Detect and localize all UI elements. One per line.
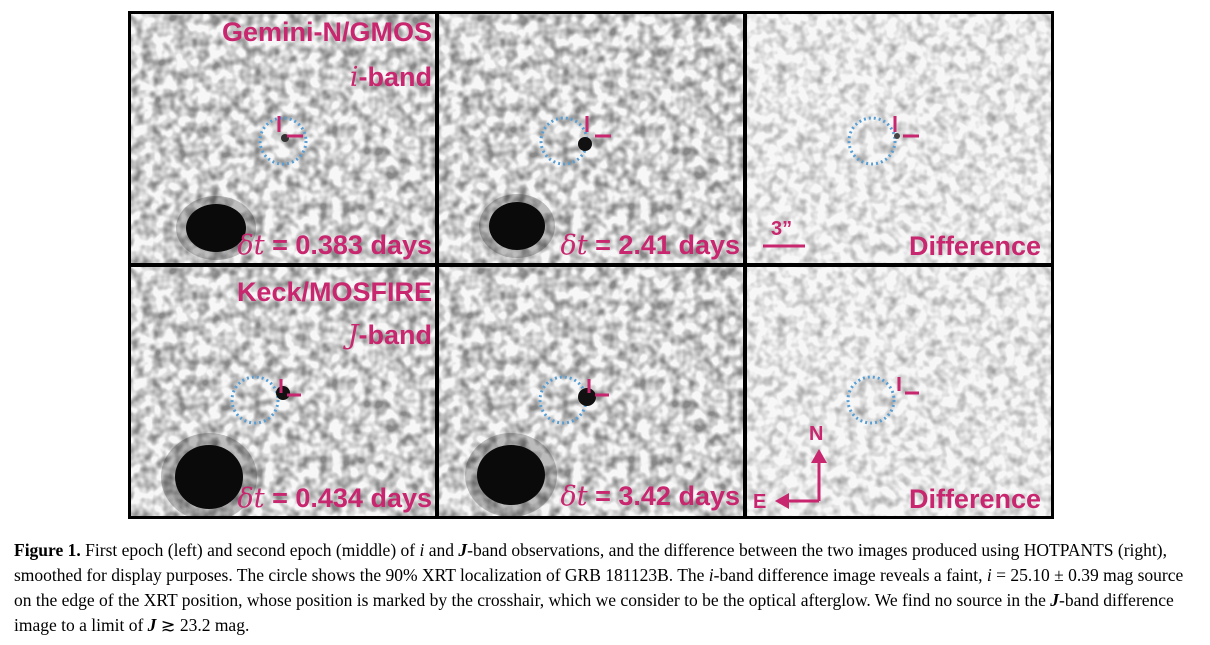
scale-bar-label: 3” xyxy=(771,218,793,240)
band-label: J-band xyxy=(347,320,432,351)
epoch-label: δt = 3.42 days xyxy=(560,481,740,512)
panel-gmos-epoch1: Gemini-N/GMOS i-band δt = 0.383 days xyxy=(131,14,435,263)
bright-galaxy xyxy=(477,445,545,505)
instrument-label: Keck/MOSFIRE xyxy=(236,277,432,307)
figure-caption: Figure 1. First epoch (left) and second … xyxy=(14,540,1184,635)
epoch-label: δt = 0.383 days xyxy=(237,230,433,261)
panel-mosfire-epoch2: δt = 3.42 days xyxy=(439,267,743,516)
figure-grid: Gemini-N/GMOS i-band δt = 0.383 days δt … xyxy=(128,11,1054,519)
xrt-circle xyxy=(847,116,897,166)
noise-image xyxy=(131,14,435,263)
panel-mosfire-difference: N E Difference xyxy=(747,267,1051,516)
xrt-circle xyxy=(846,375,896,425)
bright-galaxy xyxy=(186,204,246,252)
noise-image xyxy=(747,14,1051,263)
band-label: i-band xyxy=(349,62,432,93)
epoch-label: δt = 2.41 days xyxy=(560,230,740,261)
bright-galaxy xyxy=(489,202,545,250)
compass-north-label: N xyxy=(809,423,824,445)
panel-gmos-difference: 3” Difference xyxy=(747,14,1051,263)
noise-image xyxy=(439,267,743,516)
difference-label: Difference xyxy=(908,231,1041,261)
instrument-label: Gemini-N/GMOS xyxy=(221,17,432,47)
bright-galaxy xyxy=(175,445,243,509)
panel-gmos-epoch2: δt = 2.41 days xyxy=(439,14,743,263)
compass-east-label: E xyxy=(753,491,767,513)
panel-mosfire-epoch1: Keck/MOSFIRE J-band δt = 0.434 days xyxy=(131,267,435,516)
difference-label: Difference xyxy=(908,484,1041,514)
xrt-circle xyxy=(230,375,280,425)
caption-label: Figure 1. xyxy=(14,540,81,560)
xrt-circle xyxy=(258,116,308,166)
noise-image xyxy=(439,14,743,263)
noise-image xyxy=(131,267,435,516)
epoch-label: δt = 0.434 days xyxy=(237,483,433,514)
noise-image xyxy=(747,267,1051,516)
